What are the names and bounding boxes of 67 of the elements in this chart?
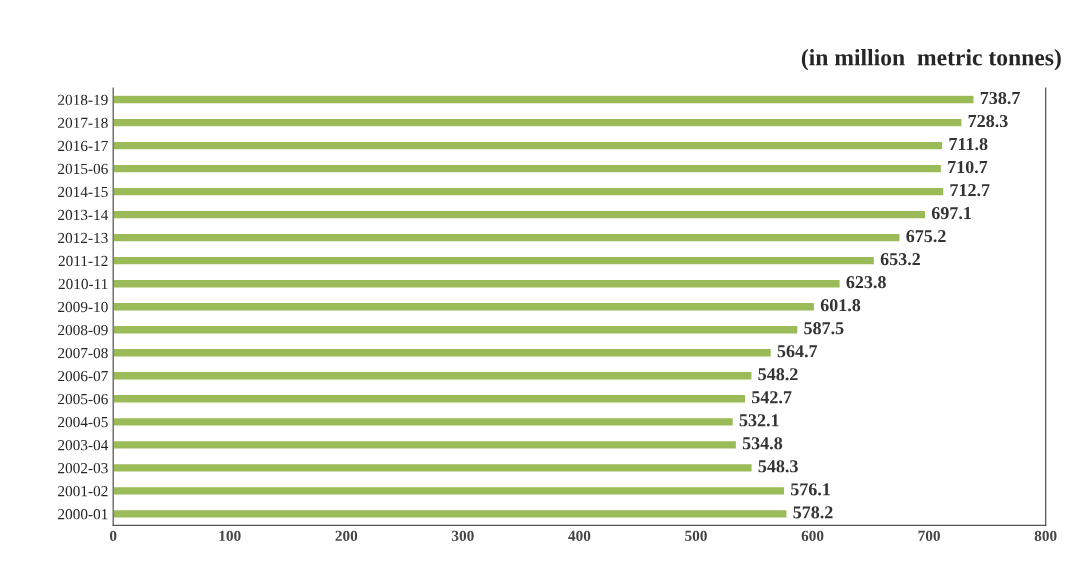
- data-label: 738.7: [980, 91, 1020, 105]
- bar: [113, 324, 799, 335]
- x-tick-label: 600: [801, 530, 824, 542]
- y-tick-label: 2010-11: [58, 278, 108, 290]
- data-label: 675.2: [906, 230, 946, 243]
- x-tick-label: 500: [685, 530, 707, 542]
- data-label: 710.7: [948, 160, 988, 174]
- bar: [113, 140, 944, 151]
- y-tick-label: 2017-18: [58, 117, 108, 129]
- y-tick-label: 2018-19: [58, 94, 108, 105]
- y-tick-label: 2016-17: [58, 140, 108, 152]
- bar: [113, 209, 927, 220]
- y-tick-label: 2000-01: [58, 509, 108, 520]
- data-label: 578.2: [793, 506, 833, 519]
- data-label: 576.1: [790, 483, 830, 496]
- x-tick-label: 300: [451, 530, 474, 542]
- y-tick-label: 2011-12: [58, 255, 108, 267]
- bar: [113, 462, 753, 473]
- bar: [113, 416, 735, 427]
- x-tick-label: 100: [219, 530, 241, 542]
- bar: [113, 163, 943, 174]
- y-tick-label: 2007-08: [58, 347, 108, 359]
- bar: [113, 186, 945, 197]
- y-tick-label: 2005-06: [58, 393, 108, 405]
- y-tick-label: 2013-14: [58, 209, 109, 221]
- data-label: 548.2: [758, 368, 798, 381]
- data-label: 712.7: [950, 184, 990, 197]
- y-tick-label: 2003-04: [58, 439, 109, 451]
- data-label: 728.3: [968, 114, 1008, 128]
- y-tick-label: 2012-13: [58, 232, 108, 244]
- y-tick-label: 2015-06: [58, 163, 108, 175]
- y-tick-label: 2009-10: [58, 301, 108, 313]
- bar: [113, 393, 747, 404]
- bar: [113, 255, 876, 266]
- bar: [113, 347, 773, 358]
- x-tick-label: 200: [335, 530, 358, 542]
- x-tick-label: 400: [568, 530, 591, 542]
- y-tick-label: 2001-02: [58, 486, 108, 497]
- data-label: 542.7: [752, 391, 792, 404]
- x-tick-label: 700: [918, 530, 940, 542]
- bar: [113, 94, 975, 105]
- data-label: 711.8: [949, 137, 988, 151]
- data-label: 697.1: [931, 207, 971, 220]
- y-tick-label: 2004-05: [58, 416, 108, 428]
- data-label: 587.5: [804, 322, 844, 335]
- bar: [113, 278, 841, 289]
- bar: [113, 370, 753, 381]
- y-tick-label: 2006-07: [58, 370, 108, 382]
- bar: [113, 508, 788, 519]
- bar: [113, 439, 738, 450]
- x-tick-label: 0: [109, 530, 117, 542]
- chart-title: (in million metric tonnes): [801, 48, 1061, 71]
- bar: [113, 485, 786, 496]
- bar: [113, 117, 963, 128]
- y-tick-label: 2002-03: [58, 462, 108, 474]
- data-label: 623.8: [846, 276, 886, 289]
- data-label: 548.3: [758, 460, 798, 473]
- data-label: 601.8: [820, 299, 861, 312]
- data-label: 532.1: [739, 414, 779, 427]
- data-label: 564.7: [777, 345, 818, 358]
- data-label: 653.2: [880, 253, 920, 266]
- bar: [113, 232, 901, 243]
- x-tick-label: 800: [1034, 530, 1057, 542]
- bar: [113, 301, 816, 312]
- data-label: 534.8: [742, 437, 783, 450]
- y-tick-label: 2014-15: [58, 186, 108, 198]
- y-tick-label: 2008-09: [58, 324, 108, 336]
